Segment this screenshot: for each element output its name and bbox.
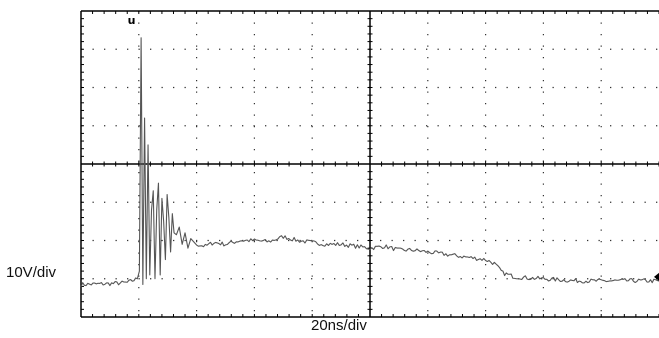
x-axis-label: 20ns/div <box>311 317 367 334</box>
series-trace <box>80 37 659 287</box>
markers: u <box>128 14 659 281</box>
center-axes <box>81 11 659 318</box>
trace-line <box>80 37 659 287</box>
ground-level-marker <box>654 272 659 281</box>
y-axis-label: 10V/div <box>6 264 57 281</box>
trigger-marker: u <box>128 14 136 27</box>
